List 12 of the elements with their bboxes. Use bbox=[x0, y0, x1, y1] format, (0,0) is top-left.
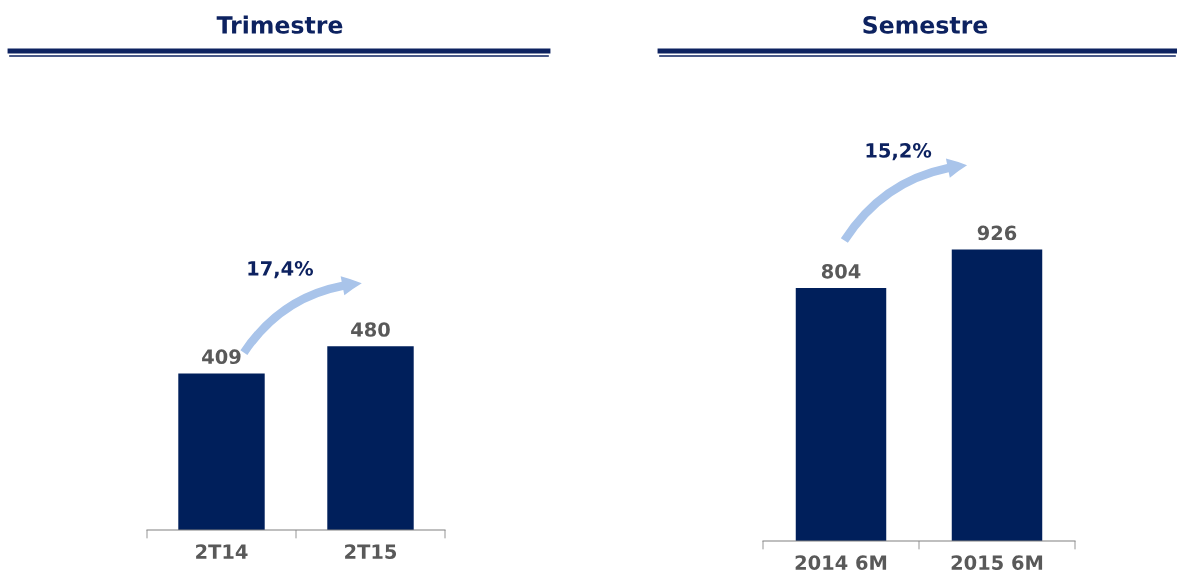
chart-title: Semestre bbox=[863, 15, 988, 34]
x-tick-label: 2T15 bbox=[345, 544, 397, 559]
data-label: 480 bbox=[351, 322, 390, 337]
text: 15,2% bbox=[866, 143, 932, 161]
data-label: 409 bbox=[202, 349, 241, 365]
chart-title: Trimestre bbox=[216, 15, 343, 34]
text: 17,4% bbox=[248, 260, 314, 279]
x-tick-label: 2T14 bbox=[196, 544, 248, 559]
x-tick-label: 2014 6M bbox=[795, 555, 887, 570]
data-label: 804 bbox=[821, 263, 861, 279]
data-label: 926 bbox=[977, 225, 1017, 241]
x-tick-label: 2015 6M bbox=[951, 555, 1043, 570]
